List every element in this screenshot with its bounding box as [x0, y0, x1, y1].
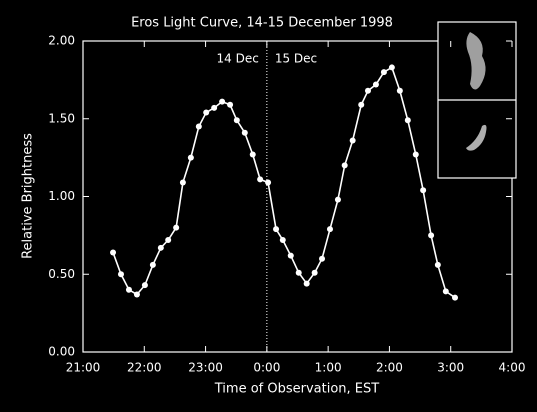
- data-point: [428, 232, 435, 239]
- data-point: [334, 196, 341, 203]
- y-tick-label: 0.00: [48, 345, 75, 359]
- data-point: [358, 101, 365, 108]
- x-axis-label: Time of Observation, EST: [214, 382, 380, 397]
- data-point: [157, 244, 164, 251]
- data-point: [434, 261, 441, 268]
- data-point: [257, 176, 264, 183]
- data-point: [442, 288, 449, 295]
- data-point: [241, 129, 248, 136]
- data-point: [404, 117, 411, 124]
- data-point: [311, 269, 318, 276]
- data-point: [295, 269, 302, 276]
- data-point: [110, 249, 117, 256]
- y-tick-label: 2.00: [48, 34, 75, 48]
- data-point: [133, 291, 140, 298]
- x-tick-label: 21:00: [66, 361, 101, 375]
- chart-title: Eros Light Curve, 14-15 December 1998: [131, 16, 393, 31]
- data-point: [173, 224, 180, 231]
- data-point: [287, 252, 294, 259]
- data-point: [211, 104, 218, 111]
- data-point: [219, 98, 226, 105]
- x-tick-label: 22:00: [127, 361, 162, 375]
- x-tick-label: 0:00: [253, 361, 280, 375]
- y-axis-label: Relative Brightness: [21, 133, 36, 259]
- data-point: [179, 179, 186, 186]
- data-point: [326, 226, 333, 233]
- data-point: [452, 294, 459, 301]
- data-point: [249, 151, 256, 158]
- data-point: [203, 109, 210, 116]
- data-line: [112, 66, 456, 299]
- data-point: [380, 69, 387, 76]
- y-tick-label: 1.50: [48, 111, 75, 125]
- data-point: [349, 137, 356, 144]
- y-tick-label: 0.50: [48, 267, 75, 281]
- y-tick-label: 1.00: [48, 189, 75, 203]
- data-point: [303, 280, 310, 287]
- inset-images: [437, 21, 517, 179]
- data-point: [412, 151, 419, 158]
- data-point: [279, 237, 286, 244]
- data-point: [117, 271, 124, 278]
- data-point: [265, 179, 272, 186]
- data-point: [372, 81, 379, 88]
- data-point: [420, 187, 427, 194]
- x-tick-label: 2:00: [376, 361, 403, 375]
- data-point: [388, 64, 395, 71]
- data-point: [165, 237, 172, 244]
- data-point: [187, 154, 194, 161]
- data-point: [341, 162, 348, 169]
- data-point: [273, 226, 280, 233]
- data-point: [396, 87, 403, 94]
- x-tick-label: 1:00: [315, 361, 342, 375]
- x-tick-label: 3:00: [437, 361, 464, 375]
- data-point: [319, 255, 326, 262]
- data-point: [195, 123, 202, 130]
- annotation: 15 Dec: [275, 52, 317, 66]
- data-point: [141, 282, 148, 289]
- data-point: [227, 101, 234, 108]
- x-tick-label: 23:00: [188, 361, 223, 375]
- data-point: [233, 117, 240, 124]
- x-tick-label: 4:00: [499, 361, 526, 375]
- asteroid-image: [466, 124, 487, 151]
- annotation: 14 Dec: [217, 52, 259, 66]
- data-point: [149, 261, 156, 268]
- data-point: [364, 87, 371, 94]
- data-point: [125, 286, 132, 293]
- asteroid-image: [466, 32, 486, 90]
